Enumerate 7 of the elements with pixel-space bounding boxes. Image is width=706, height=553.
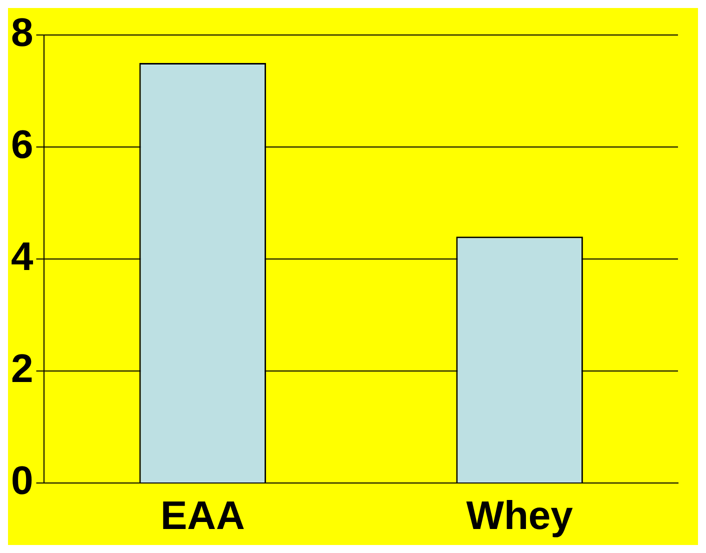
y-tick-label: 8	[10, 11, 34, 56]
x-tick-label: EAA	[160, 494, 245, 538]
y-tick-label: 0	[10, 459, 34, 504]
y-tick-label: 4	[10, 235, 34, 280]
x-tick-label: Whey	[466, 494, 574, 538]
y-tick-label: 2	[10, 347, 34, 392]
y-tick-label: 6	[10, 123, 34, 168]
